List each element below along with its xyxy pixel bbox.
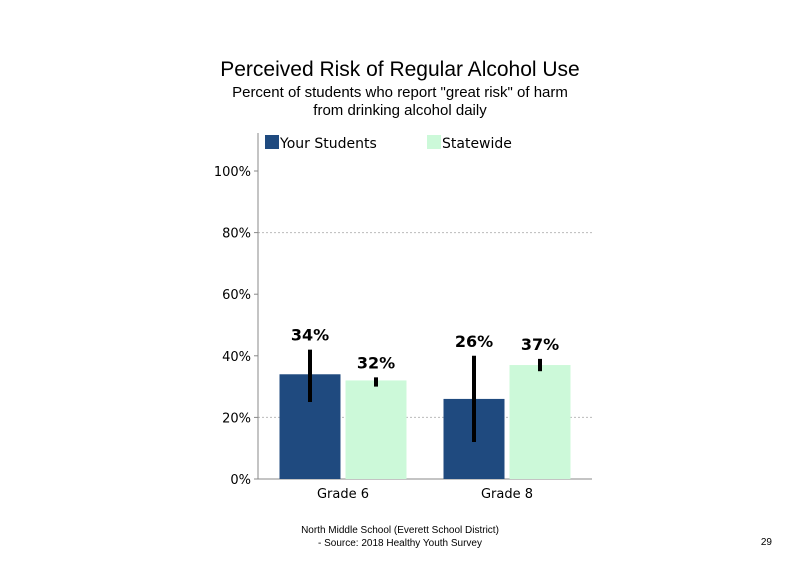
legend-swatch-your-students (265, 135, 279, 149)
y-tick-label: 80% (222, 227, 251, 242)
page-number: 29 (760, 537, 772, 548)
data-label: 32% (357, 353, 395, 372)
x-tick-label: Grade 8 (481, 487, 533, 502)
legend-label-your-students: Your Students (279, 136, 377, 152)
footer-line-2: - Source: 2018 Healthy Youth Survey (318, 538, 482, 549)
footer-source: North Middle School (Everett School Dist… (250, 524, 550, 550)
footer-line-1: North Middle School (Everett School Dist… (301, 525, 499, 536)
legend-swatch-statewide (427, 135, 441, 149)
data-label: 34% (291, 326, 329, 345)
data-label: 26% (455, 332, 493, 351)
y-tick-label: 40% (222, 350, 251, 365)
subtitle-line-1: Percent of students who report "great ri… (232, 84, 568, 101)
y-tick-label: 60% (222, 288, 251, 303)
legend-label-statewide: Statewide (442, 136, 512, 152)
subtitle-line-2: from drinking alcohol daily (313, 102, 487, 119)
data-label: 37% (521, 335, 559, 354)
x-tick-label: Grade 6 (317, 487, 369, 502)
chart-subtitle: Percent of students who report "great ri… (200, 84, 600, 120)
bar-statewide-grade-6 (345, 380, 407, 479)
chart-title: Perceived Risk of Regular Alcohol Use (220, 58, 580, 81)
y-tick-label: 0% (230, 473, 251, 488)
bar-statewide-grade-8 (509, 365, 571, 479)
y-tick-label: 20% (222, 411, 251, 426)
y-tick-label: 100% (214, 165, 251, 180)
